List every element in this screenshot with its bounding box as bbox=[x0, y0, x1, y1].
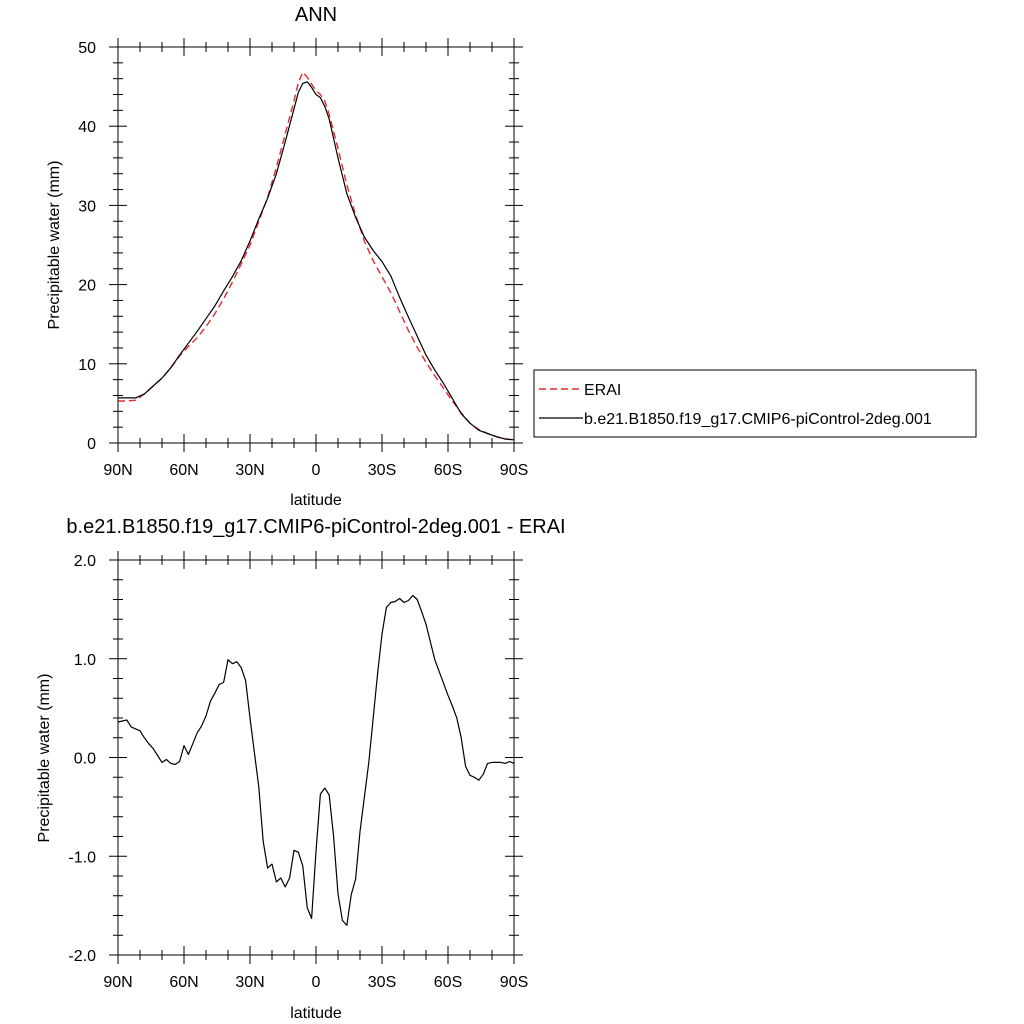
y-axis-label: Precipitable water (mm) bbox=[46, 161, 63, 330]
x-tick-label: 30N bbox=[235, 974, 264, 991]
plot-frame bbox=[117, 46, 515, 444]
panel-annual-mean: ANN 90N 60N 30N 0 30S 60S 90S 0 10 20 30 40 50 lati… bbox=[46, 4, 528, 509]
axis-ticks bbox=[109, 551, 523, 964]
y-tick-label: -1.0 bbox=[68, 849, 96, 866]
y-tick-label: 2.0 bbox=[74, 553, 96, 570]
x-tick-labels: 90N 60N 30N 0 30S 60S 90S bbox=[103, 462, 528, 479]
y-tick-label: -2.0 bbox=[68, 948, 96, 965]
series-lines bbox=[117, 594, 515, 927]
legend: ERAI b.e21.B1850.f19_g17.CMIP6-piControl… bbox=[533, 369, 977, 438]
legend-label-erai: ERAI bbox=[584, 382, 621, 399]
x-tick-label: 90N bbox=[103, 462, 132, 479]
y-tick-label: 0 bbox=[87, 436, 96, 453]
y-tick-labels: 0 10 20 30 40 50 bbox=[78, 40, 96, 453]
series-line-model bbox=[118, 81, 515, 441]
x-tick-label: 30N bbox=[235, 462, 264, 479]
x-tick-label: 90N bbox=[103, 974, 132, 991]
y-tick-label: 30 bbox=[78, 198, 96, 215]
legend-label-model: b.e21.B1850.f19_g17.CMIP6-piControl-2deg… bbox=[584, 411, 932, 428]
x-tick-label: 30S bbox=[368, 462, 396, 479]
x-tick-label: 0 bbox=[312, 462, 321, 479]
x-tick-label: 60S bbox=[434, 974, 462, 991]
chart-title: b.e21.B1850.f19_g17.CMIP6-piControl-2deg… bbox=[66, 516, 565, 538]
x-tick-label: 90S bbox=[500, 974, 528, 991]
x-tick-label: 30S bbox=[368, 974, 396, 991]
series-lines bbox=[118, 71, 515, 441]
x-tick-labels: 90N 60N 30N 0 30S 60S 90S bbox=[103, 974, 528, 991]
y-tick-label: 10 bbox=[78, 357, 96, 374]
x-tick-label: 60N bbox=[169, 974, 198, 991]
chart-title: ANN bbox=[295, 4, 337, 26]
y-tick-labels: -2.0 -1.0 0.0 1.0 2.0 bbox=[68, 553, 96, 965]
series-line-model bbox=[117, 594, 515, 927]
x-axis-label: latitude bbox=[290, 1005, 342, 1022]
y-tick-label: 1.0 bbox=[74, 652, 96, 669]
legend-box bbox=[533, 369, 977, 438]
axis-ticks bbox=[109, 38, 523, 452]
y-tick-label: 50 bbox=[78, 40, 96, 57]
plot-frame bbox=[117, 559, 515, 956]
y-tick-label: 40 bbox=[78, 119, 96, 136]
x-tick-label: 60N bbox=[169, 462, 198, 479]
x-tick-label: 90S bbox=[500, 462, 528, 479]
y-axis-label: Precipitable water (mm) bbox=[36, 674, 53, 843]
x-tick-label: 0 bbox=[312, 974, 321, 991]
x-axis-label: latitude bbox=[290, 492, 342, 509]
panel-difference: b.e21.B1850.f19_g17.CMIP6-piControl-2deg… bbox=[36, 516, 566, 1022]
series-line-erai bbox=[118, 71, 515, 441]
y-tick-label: 0.0 bbox=[74, 751, 96, 768]
x-tick-label: 60S bbox=[434, 462, 462, 479]
y-tick-label: 20 bbox=[78, 278, 96, 295]
